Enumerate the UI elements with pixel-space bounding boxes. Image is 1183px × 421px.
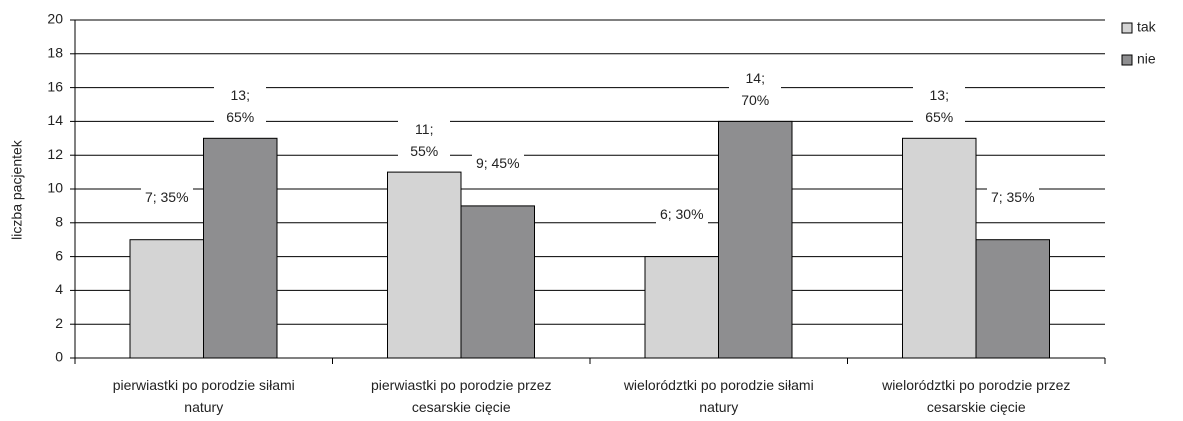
y-tick-label: 4 bbox=[55, 281, 63, 297]
y-tick-label: 2 bbox=[55, 315, 63, 331]
bar bbox=[203, 137, 278, 359]
data-label: 13; 65% bbox=[214, 84, 267, 129]
legend-label: tak bbox=[1137, 19, 1157, 35]
y-tick-label: 12 bbox=[47, 146, 63, 162]
x-tick-label: pierwiastki po porodzie siłami natury bbox=[112, 377, 295, 415]
data-label: 6; 30% bbox=[655, 202, 708, 225]
x-tick-label: wielorództki po porodzie siłami natury bbox=[623, 377, 814, 415]
data-label: 7; 35% bbox=[140, 185, 193, 208]
data-label: 9; 45% bbox=[471, 151, 524, 174]
y-axis-title: liczba pacjentek bbox=[9, 139, 25, 240]
y-tick-label: 10 bbox=[47, 180, 63, 196]
bar bbox=[644, 256, 719, 359]
bar bbox=[460, 205, 535, 359]
bar bbox=[902, 137, 977, 359]
y-tick-label: 8 bbox=[55, 214, 63, 230]
bar bbox=[387, 171, 462, 359]
bar bbox=[975, 239, 1050, 359]
y-tick-label: 0 bbox=[55, 349, 63, 365]
data-label: 14; 70% bbox=[729, 67, 782, 112]
legend-label: nie bbox=[1137, 51, 1156, 67]
legend-swatch bbox=[1121, 54, 1133, 66]
x-tick-label: pierwiastki po porodzie przez cesarskie … bbox=[370, 377, 552, 415]
y-tick-label: 20 bbox=[47, 11, 63, 27]
y-tick-label: 18 bbox=[47, 45, 63, 61]
bar bbox=[129, 239, 204, 359]
y-tick-label: 16 bbox=[47, 78, 63, 94]
bar bbox=[718, 120, 793, 359]
y-tick-label: 6 bbox=[55, 247, 63, 263]
data-label: 11; 55% bbox=[398, 118, 451, 163]
y-tick-label: 14 bbox=[47, 112, 63, 128]
data-label: 13; 65% bbox=[913, 84, 966, 129]
legend-swatch bbox=[1121, 22, 1133, 34]
data-label: 7; 35% bbox=[986, 185, 1039, 208]
x-tick-label: wielorództki po porodzie przez cesarskie… bbox=[882, 377, 1071, 415]
